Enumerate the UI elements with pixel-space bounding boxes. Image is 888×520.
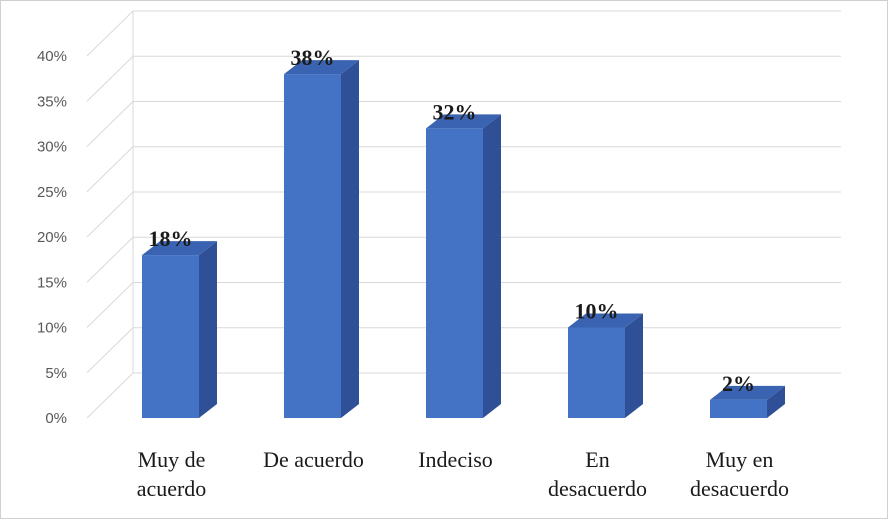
category-label: De acuerdo xyxy=(263,447,364,472)
category-label-line: desacuerdo xyxy=(690,476,789,501)
category-label: En desacuerdo xyxy=(548,447,647,501)
bar xyxy=(284,60,359,418)
category-label-line: Muy de xyxy=(138,447,206,472)
data-label: 32% xyxy=(433,99,477,124)
y-tick-label: 10% xyxy=(37,320,67,337)
gridline xyxy=(86,10,841,57)
bar-top xyxy=(710,385,785,400)
data-labels: 18% 38% 32% 10% 2% xyxy=(149,45,756,396)
bar-front xyxy=(568,327,625,418)
bar xyxy=(710,385,785,418)
data-label: 10% xyxy=(575,299,619,324)
bar-side xyxy=(341,60,359,418)
bar xyxy=(142,241,217,418)
y-tick-label: 30% xyxy=(37,139,67,156)
bar xyxy=(568,313,643,418)
y-tick-label: 5% xyxy=(45,365,67,382)
bar-side xyxy=(767,385,785,418)
bar-front xyxy=(284,74,341,418)
category-label-line: acuerdo xyxy=(137,476,207,501)
bar-top xyxy=(142,241,217,256)
category-label-line: desacuerdo xyxy=(548,476,647,501)
bars xyxy=(142,60,785,419)
category-label: Indeciso xyxy=(418,447,493,472)
gridline xyxy=(86,55,841,102)
y-tick-label: 0% xyxy=(45,410,67,427)
category-label-line: Indeciso xyxy=(418,447,493,472)
category-label: Muy de acuerdo xyxy=(137,447,207,501)
y-tick-label: 25% xyxy=(37,184,67,201)
y-tick-label: 40% xyxy=(37,48,67,65)
bar-top xyxy=(426,114,501,129)
bar-side xyxy=(199,241,217,418)
category-label-line: De acuerdo xyxy=(263,447,364,472)
bar xyxy=(426,114,501,419)
gridlines xyxy=(86,10,841,419)
data-label: 38% xyxy=(291,45,335,70)
bar-top xyxy=(284,60,359,75)
y-tick-label: 35% xyxy=(37,93,67,110)
y-tick-label: 15% xyxy=(37,274,67,291)
category-label-line: Muy en xyxy=(706,447,774,472)
bar-side xyxy=(625,313,643,418)
x-axis: Muy de acuerdo De acuerdo Indeciso En desacue… xyxy=(137,447,789,501)
y-axis: 0% 5% 10% 15% 20% 25% 30% 35% 40% xyxy=(37,48,67,427)
data-label: 18% xyxy=(149,226,193,251)
bar-side xyxy=(483,114,501,419)
category-label: Muy en desacuerdo xyxy=(690,447,789,501)
bar-front xyxy=(142,255,199,418)
category-label-line: En xyxy=(585,447,609,472)
y-tick-label: 20% xyxy=(37,229,67,246)
bar-front xyxy=(710,399,767,418)
bar-top xyxy=(568,313,643,328)
bar-front xyxy=(426,128,483,418)
data-label: 2% xyxy=(722,371,755,396)
